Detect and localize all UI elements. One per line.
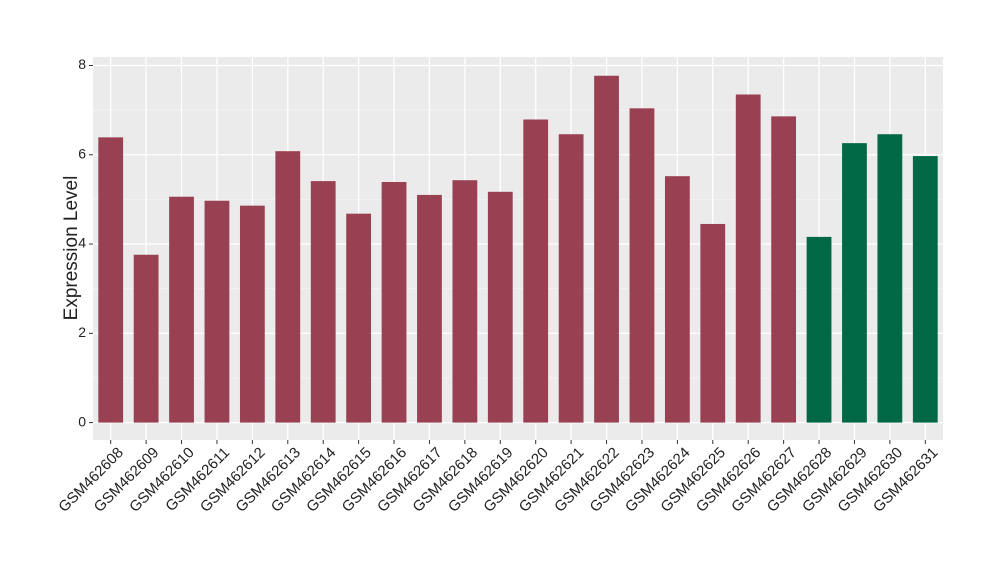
plot-panel xyxy=(93,57,943,440)
bar xyxy=(594,75,619,423)
bar xyxy=(204,200,230,423)
bar xyxy=(381,181,407,423)
bar xyxy=(487,191,513,423)
bar xyxy=(417,194,442,423)
bar xyxy=(806,236,832,423)
bar xyxy=(452,180,478,423)
y-tick-label: 4 xyxy=(78,235,86,251)
y-tick-label: 6 xyxy=(78,145,86,161)
bar xyxy=(842,143,867,423)
bar xyxy=(523,119,549,423)
y-tick-label: 2 xyxy=(78,324,86,340)
bar xyxy=(664,176,690,423)
y-axis-label: Expression Level xyxy=(61,176,82,321)
bar xyxy=(275,151,301,423)
bar xyxy=(877,134,903,423)
bar xyxy=(735,94,761,423)
bar xyxy=(346,213,372,423)
y-tick-label: 0 xyxy=(78,413,86,429)
bar xyxy=(239,205,265,423)
bar xyxy=(629,108,655,423)
bar xyxy=(771,116,797,423)
bar xyxy=(98,137,124,423)
bar xyxy=(558,134,584,423)
y-tick-label: 8 xyxy=(78,56,86,72)
bar xyxy=(912,156,938,423)
bar xyxy=(700,223,726,423)
bar xyxy=(133,254,159,423)
bar xyxy=(310,181,336,423)
bar xyxy=(169,196,194,423)
